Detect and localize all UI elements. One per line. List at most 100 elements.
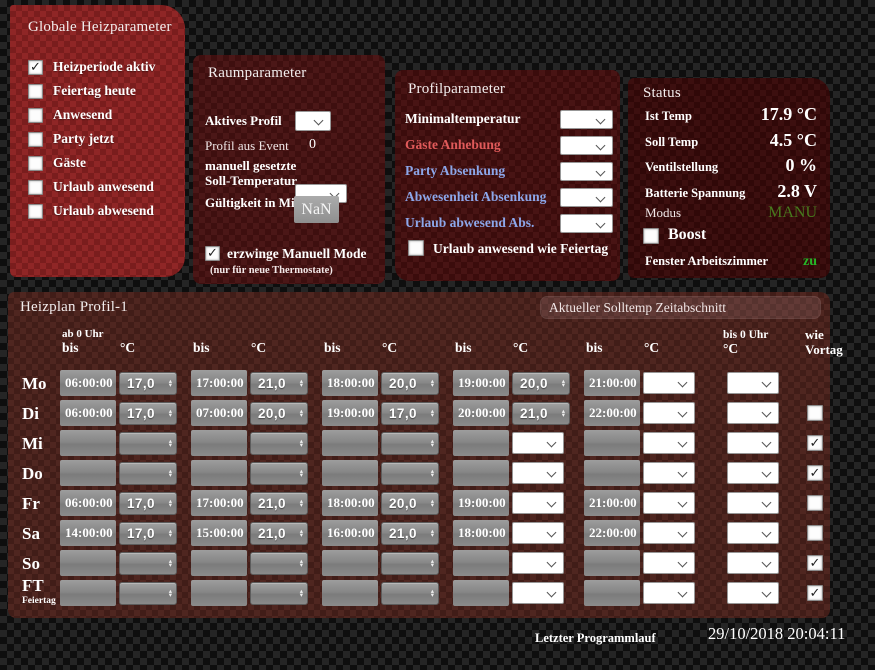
vortag-checkbox[interactable]: ✓ xyxy=(807,435,823,451)
temp-select[interactable] xyxy=(512,432,564,454)
time-input[interactable] xyxy=(584,550,640,576)
temp-stepper[interactable]: 20,0 ▴ ▾ xyxy=(512,371,570,395)
spinner-down-icon[interactable]: ▾ xyxy=(168,411,172,419)
time-input[interactable]: 21:00:00 xyxy=(584,490,640,516)
aktives-profil-select[interactable] xyxy=(295,111,331,131)
temp-stepper[interactable]: ▴ ▾ xyxy=(381,431,439,455)
final-temp-select[interactable] xyxy=(727,462,779,484)
time-input[interactable] xyxy=(322,460,378,486)
spinner-up-icon[interactable]: ▴ xyxy=(168,467,172,475)
temp-select[interactable] xyxy=(643,432,695,454)
time-input[interactable]: 18:00:00 xyxy=(322,490,378,516)
spinner-up-icon[interactable]: ▴ xyxy=(168,407,172,415)
spinner-down-icon[interactable]: ▾ xyxy=(168,471,172,479)
temp-stepper[interactable]: ▴ ▾ xyxy=(119,431,177,455)
spinner-down-icon[interactable]: ▾ xyxy=(299,591,303,599)
checkbox[interactable] xyxy=(28,131,43,147)
time-input[interactable]: 22:00:00 xyxy=(584,400,640,426)
temp-stepper[interactable]: ▴ ▾ xyxy=(250,431,308,455)
temp-stepper[interactable]: 21,0 ▴ ▾ xyxy=(250,491,308,515)
time-input[interactable] xyxy=(60,430,116,456)
spinner-up-icon[interactable]: ▴ xyxy=(430,497,434,505)
vortag-checkbox[interactable] xyxy=(807,495,823,511)
spinner-up-icon[interactable]: ▴ xyxy=(430,557,434,565)
temp-select[interactable] xyxy=(512,582,564,604)
profile-temp-select[interactable] xyxy=(560,213,613,233)
time-input[interactable]: 17:00:00 xyxy=(191,370,247,396)
boost-checkbox[interactable] xyxy=(643,228,659,244)
time-input[interactable] xyxy=(322,550,378,576)
time-input[interactable] xyxy=(60,460,116,486)
time-input[interactable]: 15:00:00 xyxy=(191,520,247,546)
temp-stepper[interactable]: 21,0 ▴ ▾ xyxy=(512,401,570,425)
urlaub-wie-feiertag-checkbox[interactable] xyxy=(408,240,424,256)
time-input[interactable] xyxy=(60,550,116,576)
gueltigkeit-value-box[interactable]: NaN xyxy=(294,196,339,223)
spinner-up-icon[interactable]: ▴ xyxy=(299,527,303,535)
time-input[interactable]: 18:00:00 xyxy=(453,520,509,546)
time-input[interactable] xyxy=(322,580,378,606)
final-temp-select[interactable] xyxy=(727,522,779,544)
spinner-down-icon[interactable]: ▾ xyxy=(430,531,434,539)
time-input[interactable] xyxy=(60,580,116,606)
temp-select[interactable] xyxy=(643,552,695,574)
spinner-down-icon[interactable]: ▾ xyxy=(168,501,172,509)
spinner-up-icon[interactable]: ▴ xyxy=(299,587,303,595)
spinner-down-icon[interactable]: ▾ xyxy=(561,381,565,389)
temp-select[interactable] xyxy=(512,522,564,544)
vortag-checkbox[interactable]: ✓ xyxy=(807,585,823,601)
spinner-down-icon[interactable]: ▾ xyxy=(299,441,303,449)
spinner-down-icon[interactable]: ▾ xyxy=(430,381,434,389)
time-input[interactable]: 19:00:00 xyxy=(453,490,509,516)
time-input[interactable] xyxy=(453,580,509,606)
temp-stepper[interactable]: 20,0 ▴ ▾ xyxy=(250,401,308,425)
checkbox[interactable] xyxy=(28,155,43,171)
final-temp-select[interactable] xyxy=(727,402,779,424)
temp-stepper[interactable]: ▴ ▾ xyxy=(250,581,308,605)
temp-select[interactable] xyxy=(643,402,695,424)
spinner-down-icon[interactable]: ▾ xyxy=(430,471,434,479)
spinner-down-icon[interactable]: ▾ xyxy=(430,591,434,599)
profile-temp-select[interactable] xyxy=(560,161,613,181)
temp-select[interactable] xyxy=(643,462,695,484)
spinner-down-icon[interactable]: ▾ xyxy=(168,531,172,539)
final-temp-select[interactable] xyxy=(727,552,779,574)
temp-stepper[interactable]: ▴ ▾ xyxy=(250,551,308,575)
checkbox[interactable]: ✓ xyxy=(28,59,43,75)
spinner-down-icon[interactable]: ▾ xyxy=(168,591,172,599)
temp-select[interactable] xyxy=(643,522,695,544)
time-input[interactable]: 07:00:00 xyxy=(191,400,247,426)
temp-select[interactable] xyxy=(643,582,695,604)
spinner-up-icon[interactable]: ▴ xyxy=(299,467,303,475)
temp-stepper[interactable]: ▴ ▾ xyxy=(119,461,177,485)
time-input[interactable]: 19:00:00 xyxy=(453,370,509,396)
spinner-down-icon[interactable]: ▾ xyxy=(561,411,565,419)
time-input[interactable] xyxy=(322,430,378,456)
vortag-checkbox[interactable] xyxy=(807,525,823,541)
time-input[interactable]: 19:00:00 xyxy=(322,400,378,426)
time-input[interactable]: 22:00:00 xyxy=(584,520,640,546)
temp-stepper[interactable]: 21,0 ▴ ▾ xyxy=(381,521,439,545)
spinner-up-icon[interactable]: ▴ xyxy=(299,557,303,565)
temp-stepper[interactable]: 20,0 ▴ ▾ xyxy=(381,491,439,515)
time-input[interactable] xyxy=(584,430,640,456)
temp-stepper[interactable]: ▴ ▾ xyxy=(381,461,439,485)
spinner-up-icon[interactable]: ▴ xyxy=(430,527,434,535)
temp-stepper[interactable]: 17,0 ▴ ▾ xyxy=(119,401,177,425)
spinner-up-icon[interactable]: ▴ xyxy=(299,497,303,505)
solltemp-zeitabschnitt-bar[interactable]: Aktueller Solltemp Zeitabschnitt xyxy=(540,296,821,319)
time-input[interactable] xyxy=(453,550,509,576)
temp-select[interactable] xyxy=(512,462,564,484)
time-input[interactable] xyxy=(191,430,247,456)
profile-temp-select[interactable] xyxy=(560,109,613,129)
spinner-up-icon[interactable]: ▴ xyxy=(299,377,303,385)
time-input[interactable]: 06:00:00 xyxy=(60,370,116,396)
time-input[interactable]: 21:00:00 xyxy=(584,370,640,396)
spinner-down-icon[interactable]: ▾ xyxy=(168,441,172,449)
spinner-down-icon[interactable]: ▾ xyxy=(299,561,303,569)
temp-stepper[interactable]: 21,0 ▴ ▾ xyxy=(250,521,308,545)
spinner-up-icon[interactable]: ▴ xyxy=(299,437,303,445)
time-input[interactable]: 17:00:00 xyxy=(191,490,247,516)
temp-select[interactable] xyxy=(512,552,564,574)
checkbox[interactable] xyxy=(28,203,43,219)
